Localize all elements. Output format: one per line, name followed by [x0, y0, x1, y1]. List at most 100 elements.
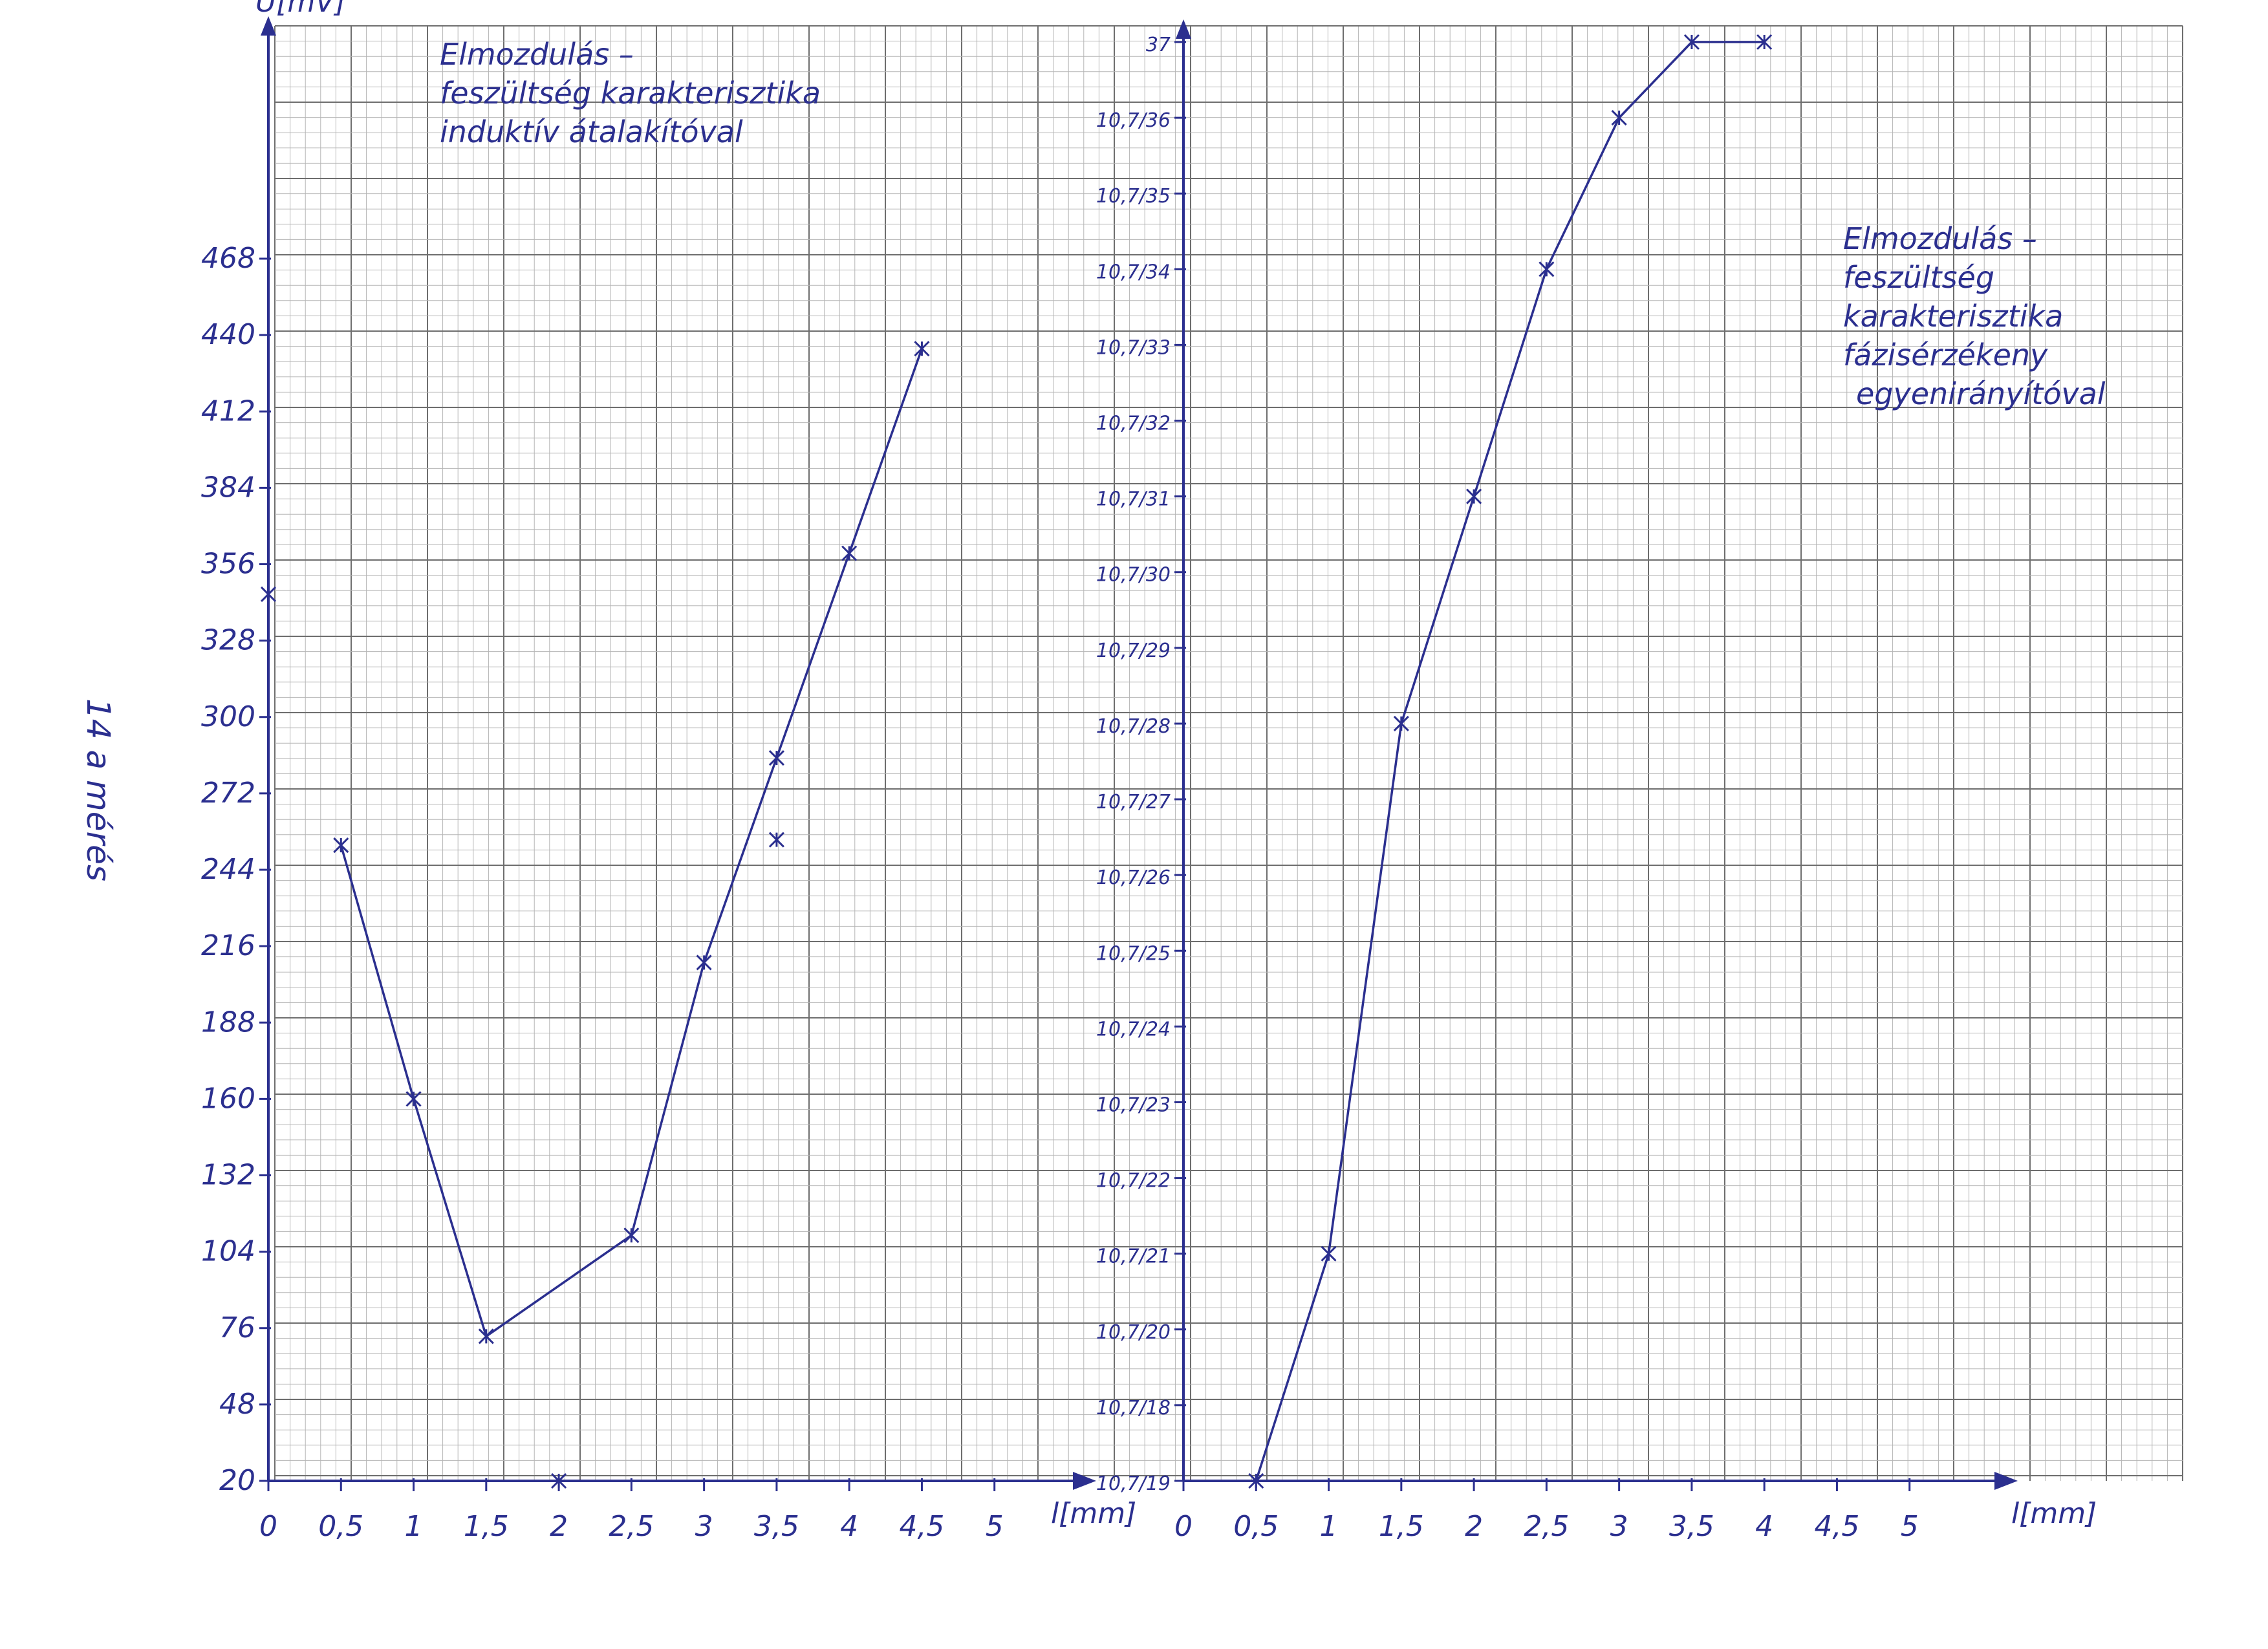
stray-mark: [260, 586, 277, 602]
x-tick-label: 3: [1610, 1510, 1628, 1543]
y-tick-label: 244: [201, 853, 255, 886]
chart2-title-line-4: fázisérzékeny: [1843, 338, 2048, 372]
y-tick-label: 412: [201, 394, 255, 427]
y-axis-arrow: [1176, 19, 1191, 39]
x-tick-label: 1: [405, 1510, 423, 1543]
data-point: [1321, 1245, 1337, 1262]
y-tick-label: 10,7/19: [1096, 1472, 1171, 1495]
data-point: [1539, 261, 1555, 277]
chart1-title-line-2: feszültség karakterisztika: [440, 76, 821, 111]
y-tick-label: 188: [201, 1006, 255, 1039]
y-tick-label: 48: [219, 1388, 255, 1421]
y-tick-label: 160: [201, 1082, 255, 1115]
x-tick-label: 5: [986, 1510, 1004, 1543]
data-point: [696, 954, 712, 971]
x-tick-label: 1: [1320, 1510, 1338, 1543]
data-point: [1466, 488, 1482, 504]
y-tick-label: 20: [219, 1464, 255, 1497]
chart1-title-line-1: Elmozdulás –: [440, 37, 634, 72]
chart2-title-line-2: feszültség: [1843, 260, 1994, 295]
y-tick-label: 10,7/20: [1096, 1321, 1171, 1344]
x-tick-label: 1,5: [1379, 1510, 1424, 1543]
y-tick-label: 356: [201, 548, 255, 581]
data-point: [1393, 715, 1409, 732]
data-point: [914, 341, 930, 357]
y-tick-label: 10,7/22: [1096, 1170, 1171, 1192]
x-tick-label: 5: [1901, 1510, 1919, 1543]
data-point: [1611, 110, 1627, 126]
x-axis-arrow: [1994, 1472, 2018, 1490]
y-tick-label: 10,7/33: [1096, 336, 1171, 359]
y-tick-label: 300: [201, 700, 255, 733]
data-point: [1683, 34, 1700, 50]
series-line: [1255, 41, 1765, 1482]
y-tick-label: 104: [201, 1235, 255, 1268]
chart2-title-line-1: Elmozdulás –: [1843, 221, 2037, 256]
y-tick-label: 10,7/18: [1096, 1397, 1171, 1419]
y-tick-label: 10,7/24: [1096, 1018, 1171, 1040]
stray-mark: [551, 1472, 567, 1489]
x-tick-label: 0,5: [318, 1510, 363, 1543]
x-tick-label: 4: [1755, 1510, 1773, 1543]
y-tick-label: 76: [219, 1311, 255, 1344]
x-tick-label: 4,5: [899, 1510, 944, 1543]
margin-note: 14 a mérés: [80, 698, 117, 881]
x-tick-label: 2,5: [609, 1510, 654, 1543]
x-tick-label: 2: [1465, 1510, 1483, 1543]
chart2-xlabel: l[mm]: [2011, 1497, 2097, 1530]
x-tick-label: 3: [695, 1510, 713, 1543]
y-tick-label: 37: [1146, 34, 1171, 56]
chart1-xlabel: l[mm]: [1051, 1497, 1136, 1530]
y-tick-label: 10,7/27: [1096, 791, 1171, 814]
y-tick-label: 10,7/31: [1096, 488, 1171, 511]
data-point: [333, 837, 349, 854]
y-tick-label: 216: [201, 929, 255, 962]
y-tick-label: 10,7/21: [1096, 1245, 1171, 1268]
data-point: [1248, 1472, 1264, 1489]
y-tick-label: 10,7/25: [1096, 942, 1171, 965]
y-tick-label: 10,7/29: [1096, 640, 1171, 662]
data-point: [841, 545, 858, 561]
chart2-title-line-5: egyenirányítóval: [1856, 376, 2106, 411]
x-tick-label: 2,5: [1524, 1510, 1569, 1543]
x-axis-arrow: [1073, 1472, 1096, 1490]
chart-phase-sensitive: Elmozdulás – feszültség karakterisztika …: [1096, 19, 2106, 1543]
x-tick-label: 1,5: [464, 1510, 509, 1543]
x-tick-label: 0: [259, 1510, 277, 1543]
y-tick-label: 10,7/34: [1096, 261, 1171, 283]
x-tick-label: 4,5: [1814, 1510, 1859, 1543]
y-tick-label: 10,7/23: [1096, 1094, 1171, 1116]
y-tick-label: 10,7/30: [1096, 564, 1171, 587]
data-point: [405, 1091, 422, 1107]
data-point: [1756, 34, 1773, 50]
y-axis-arrow: [261, 16, 276, 36]
x-tick-label: 3,5: [1669, 1510, 1714, 1543]
y-tick-label: 468: [201, 242, 255, 275]
data-point: [768, 749, 784, 766]
x-tick-label: 0,5: [1233, 1510, 1279, 1543]
data-point: [623, 1227, 640, 1244]
stray-mark: [768, 832, 784, 848]
data-point: [478, 1328, 494, 1344]
y-tick-label: 10,7/26: [1096, 867, 1171, 889]
grid-paper: [274, 25, 2183, 1481]
y-tick-label: 440: [201, 318, 255, 351]
y-tick-label: 132: [201, 1159, 255, 1192]
chart1-ylabel: U[mV]: [255, 0, 346, 19]
series-line: [340, 348, 923, 1339]
y-tick-label: 10,7/36: [1096, 109, 1171, 132]
y-tick-label: 10,7/28: [1096, 715, 1171, 738]
x-tick-label: 3,5: [754, 1510, 799, 1543]
y-tick-label: 328: [201, 624, 255, 657]
x-tick-label: 0: [1174, 1510, 1193, 1543]
x-tick-label: 4: [840, 1510, 858, 1543]
y-tick-label: 10,7/32: [1096, 413, 1171, 435]
y-tick-label: 384: [201, 471, 255, 504]
x-tick-label: 2: [550, 1510, 568, 1543]
chart1-title-line-3: induktív átalakítóval: [440, 114, 743, 149]
chart-inductive: Elmozdulás – feszültség karakterisztika …: [201, 0, 1136, 1543]
y-tick-label: 272: [201, 777, 255, 810]
y-tick-label: 10,7/35: [1096, 185, 1171, 208]
chart2-title-line-3: karakterisztika: [1843, 299, 2063, 334]
